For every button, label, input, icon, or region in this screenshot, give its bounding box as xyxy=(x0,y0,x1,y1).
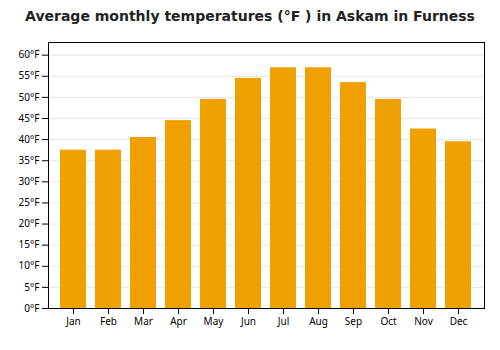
svg-text:5°F: 5°F xyxy=(24,280,39,294)
svg-text:May: May xyxy=(204,314,225,328)
svg-text:Sep: Sep xyxy=(345,314,362,328)
svg-text:Feb: Feb xyxy=(100,314,117,328)
svg-text:25°F: 25°F xyxy=(19,195,40,209)
svg-text:Dec: Dec xyxy=(450,314,468,328)
svg-text:45°F: 45°F xyxy=(19,111,40,125)
svg-text:Apr: Apr xyxy=(170,314,187,328)
html-text:Average monthly temperatures (: Average monthly temperatures (°F ) in As… xyxy=(25,8,475,24)
svg-text:Jul: Jul xyxy=(277,314,290,328)
svg-text:30°F: 30°F xyxy=(19,174,40,188)
svg-text:Aug: Aug xyxy=(309,314,328,328)
svg-text:40°F: 40°F xyxy=(19,132,40,146)
svg-text:15°F: 15°F xyxy=(19,237,40,251)
svg-text:35°F: 35°F xyxy=(19,153,40,167)
svg-text:10°F: 10°F xyxy=(19,258,40,272)
svg-text:20°F: 20°F xyxy=(19,216,40,230)
svg-text:0°F: 0°F xyxy=(24,301,39,315)
svg-text:55°F: 55°F xyxy=(19,68,40,82)
svg-text:Jun: Jun xyxy=(240,314,256,328)
svg-text:60°F: 60°F xyxy=(19,47,40,61)
svg-text:Mar: Mar xyxy=(134,314,153,328)
svg-text:Oct: Oct xyxy=(380,314,397,328)
svg-text:50°F: 50°F xyxy=(19,90,40,104)
svg-text:Jan: Jan xyxy=(65,314,81,328)
svg-text:Nov: Nov xyxy=(414,314,433,328)
